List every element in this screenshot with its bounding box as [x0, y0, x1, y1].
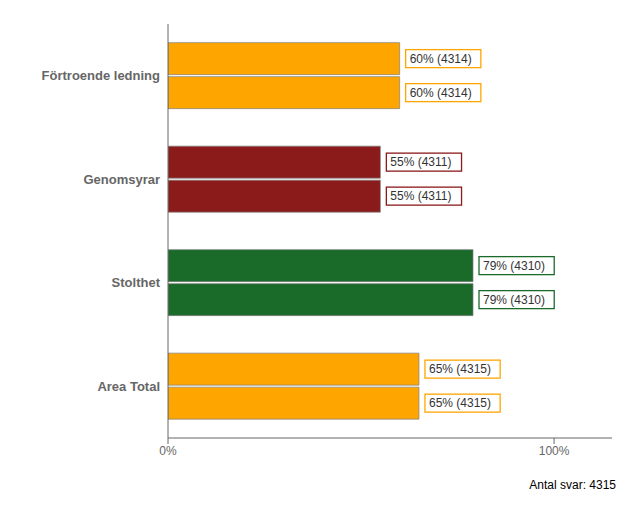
svg-text:55% (4311): 55% (4311): [390, 189, 451, 203]
svg-text:Area Total: Area Total: [97, 379, 160, 394]
svg-text:79% (4310): 79% (4310): [483, 259, 545, 273]
svg-text:55% (4311): 55% (4311): [390, 155, 451, 169]
svg-text:Stolthet: Stolthet: [112, 275, 161, 290]
html-text:Antal svar: 4315: Antal svar: 4315: [529, 478, 616, 492]
svg-text:Genomsyrar: Genomsyrar: [83, 172, 160, 187]
svg-text:60% (4314): 60% (4314): [410, 86, 472, 100]
svg-text:Förtroende ledning: Förtroende ledning: [42, 68, 161, 83]
svg-text:79% (4310): 79% (4310): [483, 293, 545, 307]
svg-text:60% (4314): 60% (4314): [410, 52, 472, 66]
svg-text:65% (4315): 65% (4315): [429, 362, 491, 376]
svg-text:100%: 100%: [539, 444, 570, 458]
svg-text:65% (4315): 65% (4315): [429, 396, 491, 410]
svg-text:0%: 0%: [159, 444, 177, 458]
